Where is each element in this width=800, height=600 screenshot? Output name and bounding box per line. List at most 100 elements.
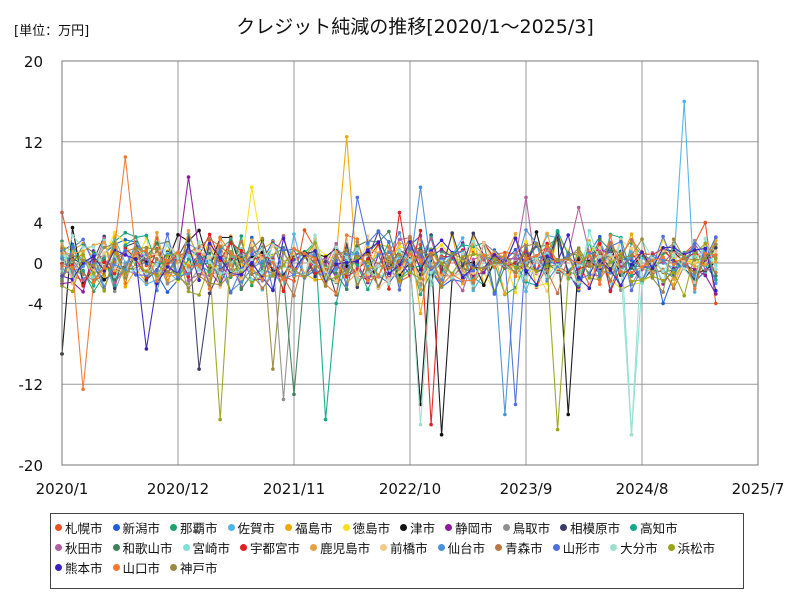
data-point [703, 262, 708, 267]
data-point [439, 261, 444, 266]
data-point [334, 253, 339, 258]
x-tick-label: 2021/11 [263, 480, 325, 498]
data-point [239, 287, 244, 292]
data-point [186, 289, 191, 294]
legend-marker-icon [610, 543, 618, 551]
data-point [534, 269, 539, 274]
data-point [608, 242, 613, 246]
legend-marker-icon [380, 543, 388, 551]
data-point [207, 237, 212, 241]
data-point [123, 263, 128, 267]
data-point [91, 271, 96, 275]
data-point [366, 267, 370, 271]
data-point [302, 251, 307, 256]
data-point [587, 240, 592, 245]
data-point [418, 287, 423, 292]
data-point [102, 260, 106, 265]
data-point [545, 241, 549, 246]
data-point [292, 272, 296, 277]
legend-marker-icon [400, 523, 408, 531]
data-point [703, 268, 708, 272]
data-point [366, 260, 370, 264]
data-point [218, 249, 222, 253]
data-point [207, 232, 212, 237]
data-point [418, 185, 423, 190]
legend-marker-icon [552, 543, 560, 551]
data-point [112, 271, 117, 276]
data-point [112, 268, 117, 273]
data-point [344, 248, 349, 253]
data-point [650, 266, 655, 271]
data-point [418, 311, 423, 316]
data-point [271, 274, 275, 278]
data-point [408, 240, 412, 244]
data-point [250, 283, 254, 288]
legend-label: 佐賀市 [237, 520, 276, 536]
data-point [344, 135, 349, 139]
data-point [123, 155, 128, 159]
legend-marker-icon [55, 523, 62, 531]
data-point [260, 259, 265, 264]
data-point [344, 233, 349, 237]
data-point [629, 238, 634, 242]
data-point [81, 272, 85, 277]
data-point [492, 253, 497, 257]
data-point [355, 251, 360, 256]
data-point [503, 292, 507, 296]
data-point [608, 281, 613, 286]
data-point [503, 261, 507, 266]
data-point [598, 237, 602, 242]
legend-label: 静岡市 [455, 520, 493, 536]
data-point [640, 237, 644, 241]
data-point [714, 292, 718, 296]
data-point [81, 253, 85, 257]
series-lines [60, 99, 718, 437]
data-point [619, 256, 623, 260]
data-point [376, 274, 381, 279]
data-point [671, 277, 676, 281]
data-point [81, 284, 85, 288]
data-point [313, 278, 317, 282]
data-point [376, 229, 381, 233]
data-point [218, 282, 222, 287]
data-point [671, 286, 676, 291]
data-point [629, 273, 634, 278]
data-point [102, 245, 106, 250]
data-point [692, 286, 697, 291]
data-point [165, 269, 170, 274]
data-point [123, 284, 128, 289]
data-point [439, 432, 444, 437]
data-point [439, 238, 444, 243]
data-point [397, 270, 402, 274]
data-point [271, 260, 275, 265]
data-point [640, 265, 644, 269]
data-point [102, 240, 106, 245]
data-point [661, 234, 665, 239]
data-point [197, 293, 201, 297]
data-point [281, 289, 286, 294]
data-point [703, 273, 708, 278]
data-point [155, 252, 159, 256]
data-point [250, 244, 254, 248]
data-point [397, 231, 402, 235]
data-point [144, 269, 149, 273]
data-point [714, 271, 718, 275]
data-point [218, 235, 222, 240]
data-point [313, 233, 317, 238]
data-point [218, 255, 222, 260]
data-point [534, 283, 539, 287]
legend-item: 鹿児島市 [310, 537, 370, 557]
data-point [387, 271, 391, 276]
data-point [260, 270, 265, 274]
data-point [123, 248, 128, 253]
data-point [714, 245, 718, 250]
data-point [397, 266, 402, 271]
data-point [197, 367, 201, 371]
data-point [70, 289, 75, 294]
data-point [144, 245, 149, 250]
data-point [250, 266, 254, 271]
data-point [460, 236, 465, 240]
data-point [323, 284, 328, 288]
data-point [692, 248, 697, 252]
data-point [123, 243, 128, 247]
